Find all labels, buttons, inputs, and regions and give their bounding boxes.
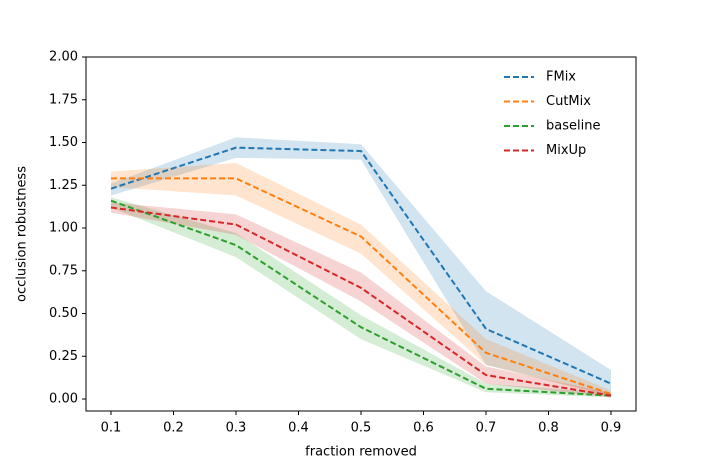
x-tick-label: 0.2	[163, 421, 184, 436]
x-tick-label: 0.9	[601, 421, 622, 436]
y-tick-label: 0.50	[49, 306, 78, 321]
confidence-band	[111, 197, 611, 398]
series-line	[111, 177, 612, 395]
x-tick-label: 0.3	[226, 421, 247, 436]
y-tick-label: 1.75	[49, 92, 78, 107]
legend-label: baseline	[546, 119, 600, 134]
confidence-band	[111, 137, 611, 396]
y-tick-label: 0.00	[49, 392, 78, 407]
y-tick-label: 2.00	[49, 50, 78, 65]
y-tick-label: 1.50	[49, 135, 78, 150]
y-tick-label: 1.25	[49, 178, 78, 193]
x-tick-label: 0.4	[288, 421, 309, 436]
series-line	[110, 146, 612, 385]
x-tick-label: 0.1	[101, 421, 122, 436]
x-tick-label: 0.7	[476, 421, 497, 436]
x-tick-label: 0.5	[351, 421, 372, 436]
series-line	[110, 199, 612, 397]
y-tick-label: 0.25	[49, 349, 78, 364]
x-axis-label: fraction removed	[305, 445, 417, 460]
y-axis-label: occlusion robustness	[15, 166, 30, 302]
x-tick-label: 0.6	[413, 421, 434, 436]
confidence-band	[111, 202, 611, 398]
legend-label: CutMix	[546, 94, 591, 109]
x-tick-label: 0.8	[538, 421, 559, 436]
y-tick-label: 0.75	[49, 263, 78, 278]
y-tick-label: 1.00	[49, 221, 78, 236]
series-line	[110, 206, 612, 397]
legend-label: MixUp	[546, 143, 586, 158]
confidence-band	[111, 163, 611, 398]
legend-label: FMix	[546, 70, 576, 85]
plot-frame	[85, 56, 637, 412]
